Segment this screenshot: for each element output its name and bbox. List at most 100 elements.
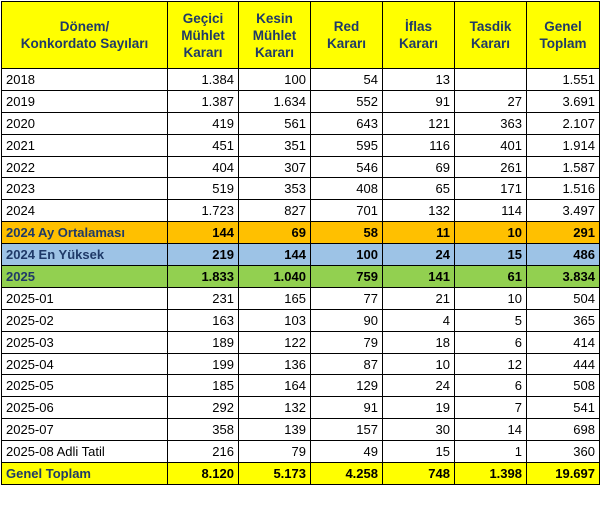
table-cell: 30 xyxy=(382,418,455,442)
table-cell: 2.107 xyxy=(526,111,600,135)
table-cell: 8.120 xyxy=(167,462,239,485)
table-row: 2025-08 Adli Tatil 216 79 49 15 1 360 xyxy=(1,440,600,464)
row-label: 2020 xyxy=(1,111,168,135)
row-label: 2025-04 xyxy=(1,352,168,376)
header-text: Mühlet xyxy=(181,27,225,43)
row-label: 2022 xyxy=(1,155,168,179)
table-cell: 91 xyxy=(382,89,455,113)
header-text: Kararı xyxy=(326,36,367,51)
table-row: 2025-04 199 136 87 10 12 444 xyxy=(1,352,600,376)
row-label: 2024 En Yüksek xyxy=(1,243,168,267)
table-cell: 77 xyxy=(310,286,383,310)
table-cell: 561 xyxy=(238,111,311,135)
table-cell: 404 xyxy=(167,155,239,179)
table-cell: 365 xyxy=(526,308,600,332)
table-cell: 595 xyxy=(310,133,383,157)
table-cell: 358 xyxy=(167,418,239,442)
row-label: 2025-06 xyxy=(1,396,168,420)
table-cell: 163 xyxy=(167,308,239,332)
table-row: 2023 519 353 408 65 171 1.516 xyxy=(1,177,600,201)
table-cell: 15 xyxy=(454,243,527,267)
table-cell: 69 xyxy=(238,221,311,245)
row-label: 2025-05 xyxy=(1,374,168,398)
table-cell: 103 xyxy=(238,308,311,332)
row-label: 2024 xyxy=(1,199,168,223)
table-cell: 54 xyxy=(310,68,383,91)
table-body: 2018 1.384 100 54 13 1.551 2019 1.387 1.634 552 91… xyxy=(1,68,600,485)
table-row: 2024 Ay Ortalaması 144 69 58 11 10 291 xyxy=(1,221,600,245)
table-cell: 1.384 xyxy=(167,68,239,91)
header-genel-toplam: Genel Toplam xyxy=(526,1,600,69)
table-row: 2025-03 189 122 79 18 6 414 xyxy=(1,330,600,354)
header-text: Geçici xyxy=(182,10,224,26)
table-cell: 363 xyxy=(454,111,527,135)
table-cell: 58 xyxy=(310,221,383,245)
table-row: 2025-05 185 164 129 24 6 508 xyxy=(1,374,600,398)
table-cell: 1.723 xyxy=(167,199,239,223)
table-row: 2018 1.384 100 54 13 1.551 xyxy=(1,68,600,91)
table-row: 2025 1.833 1.040 759 141 61 3.834 xyxy=(1,265,600,288)
row-label: 2025-03 xyxy=(1,330,168,354)
table-cell: 65 xyxy=(382,177,455,201)
table-cell: 3.497 xyxy=(526,199,600,223)
table-cell: 157 xyxy=(310,418,383,442)
table-cell: 144 xyxy=(167,221,239,245)
table-cell: 292 xyxy=(167,396,239,420)
table-row: 2025-01 231 165 77 21 10 504 xyxy=(1,286,600,310)
row-label: 2021 xyxy=(1,133,168,157)
table-row: 2024 En Yüksek 219 144 100 24 15 486 xyxy=(1,243,600,267)
header-kesin-muhlet: Kesin Mühlet Kararı xyxy=(238,1,311,69)
table-cell: 519 xyxy=(167,177,239,201)
table-cell: 24 xyxy=(382,243,455,267)
row-label: 2019 xyxy=(1,89,168,113)
header-text: Kararı xyxy=(254,44,295,60)
table-cell: 408 xyxy=(310,177,383,201)
table-cell: 748 xyxy=(382,462,455,485)
table-cell: 114 xyxy=(454,199,527,223)
header-text: Kararı xyxy=(398,36,439,51)
row-label: 2018 xyxy=(1,68,168,91)
table-cell: 401 xyxy=(454,133,527,157)
table-cell: 185 xyxy=(167,374,239,398)
table-cell: 141 xyxy=(382,265,455,288)
header-text: Red xyxy=(333,19,360,34)
table-row: 2025-06 292 132 91 19 7 541 xyxy=(1,396,600,420)
table-cell: 121 xyxy=(382,111,455,135)
table-cell: 419 xyxy=(167,111,239,135)
row-label: 2025-02 xyxy=(1,308,168,332)
table-cell: 1.587 xyxy=(526,155,600,179)
header-text: Tasdik xyxy=(469,19,512,34)
konkordato-table: Dönem/ Konkordato Sayıları Geçici Mühlet… xyxy=(1,1,600,485)
table-cell: 486 xyxy=(526,243,600,267)
table-cell: 1.634 xyxy=(238,89,311,113)
table-cell: 508 xyxy=(526,374,600,398)
table-cell: 7 xyxy=(454,396,527,420)
row-label: Genel Toplam xyxy=(1,462,168,485)
header-row: Dönem/ Konkordato Sayıları Geçici Mühlet… xyxy=(1,1,600,69)
table-cell: 546 xyxy=(310,155,383,179)
table-cell: 261 xyxy=(454,155,527,179)
table-cell: 3.834 xyxy=(526,265,600,288)
header-text: Genel xyxy=(544,19,582,34)
table-cell: 90 xyxy=(310,308,383,332)
table-cell: 49 xyxy=(310,440,383,464)
table-cell: 171 xyxy=(454,177,527,201)
header-text: Mühlet xyxy=(252,27,297,43)
table-cell: 1.040 xyxy=(238,265,311,288)
table-cell: 79 xyxy=(238,440,311,464)
table-cell: 1.914 xyxy=(526,133,600,157)
table-cell: 1.387 xyxy=(167,89,239,113)
table-cell: 759 xyxy=(310,265,383,288)
table-cell: 27 xyxy=(454,89,527,113)
table-cell: 10 xyxy=(382,352,455,376)
table-cell: 444 xyxy=(526,352,600,376)
table-cell: 139 xyxy=(238,418,311,442)
table-cell: 13 xyxy=(382,68,455,91)
table-cell: 307 xyxy=(238,155,311,179)
table-cell: 189 xyxy=(167,330,239,354)
table-cell: 10 xyxy=(454,221,527,245)
header-period: Dönem/ Konkordato Sayıları xyxy=(1,1,168,69)
table-cell: 144 xyxy=(238,243,311,267)
header-tasdik: Tasdik Kararı xyxy=(454,1,527,69)
table-cell: 231 xyxy=(167,286,239,310)
